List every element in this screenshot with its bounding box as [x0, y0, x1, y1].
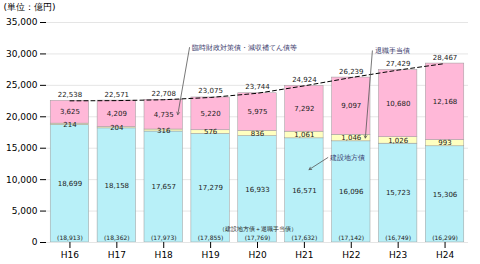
- svg-text:16,571: 16,571: [292, 187, 317, 195]
- svg-text:5,220: 5,220: [201, 110, 221, 118]
- svg-text:214: 214: [63, 121, 77, 129]
- svg-text:22,538: 22,538: [58, 91, 83, 99]
- svg-text:(16,749): (16,749): [385, 234, 411, 241]
- svg-text:22,708: 22,708: [151, 90, 176, 98]
- svg-text:3,625: 3,625: [60, 108, 80, 116]
- svg-text:10,000: 10,000: [6, 175, 38, 185]
- svg-text:27,429: 27,429: [386, 60, 411, 68]
- svg-text:(17,855): (17,855): [198, 234, 224, 241]
- svg-text:(18,913): (18,913): [57, 234, 83, 241]
- svg-text:17,657: 17,657: [151, 183, 176, 191]
- svg-text:15,723: 15,723: [386, 189, 411, 197]
- svg-text:10,680: 10,680: [386, 100, 411, 108]
- svg-text:30,000: 30,000: [6, 49, 38, 59]
- svg-text:5,000: 5,000: [12, 206, 38, 216]
- svg-text:25,000: 25,000: [6, 80, 38, 90]
- svg-text:836: 836: [251, 130, 265, 138]
- svg-text:0: 0: [32, 237, 38, 247]
- svg-text:316: 316: [157, 127, 171, 135]
- svg-text:4,209: 4,209: [107, 110, 127, 118]
- svg-text:1,046: 1,046: [341, 134, 362, 142]
- svg-text:建設地方債: 建設地方債: [329, 154, 365, 162]
- svg-text:H22: H22: [342, 250, 360, 260]
- svg-text:22,571: 22,571: [105, 91, 130, 99]
- svg-text:16,933: 16,933: [245, 186, 270, 194]
- svg-text:H16: H16: [61, 250, 79, 260]
- svg-text:16,096: 16,096: [339, 188, 364, 196]
- svg-text:12,168: 12,168: [433, 98, 458, 106]
- svg-text:23,075: 23,075: [198, 87, 223, 95]
- svg-text:H23: H23: [389, 250, 407, 260]
- svg-text:993: 993: [438, 139, 451, 147]
- svg-text:退職手当債: 退職手当債: [375, 47, 410, 55]
- svg-text:(17,142): (17,142): [338, 234, 364, 241]
- svg-text:1,061: 1,061: [294, 131, 314, 139]
- svg-text:5,975: 5,975: [247, 108, 267, 116]
- svg-text:24,924: 24,924: [292, 76, 317, 84]
- svg-text:臨時財政対策債・減収補てん債等: 臨時財政対策債・減収補てん債等: [192, 44, 297, 52]
- svg-text:576: 576: [204, 128, 218, 136]
- svg-text:H17: H17: [108, 250, 126, 260]
- svg-text:35,000: 35,000: [6, 17, 38, 27]
- svg-text:17,279: 17,279: [198, 184, 223, 192]
- svg-text:H18: H18: [155, 250, 173, 260]
- svg-text:23,744: 23,744: [245, 83, 270, 91]
- svg-text:204: 204: [110, 124, 124, 132]
- svg-text:9,097: 9,097: [341, 102, 361, 110]
- svg-text:(16,299): (16,299): [432, 234, 458, 241]
- svg-text:(単位：億円): (単位：億円): [4, 2, 56, 12]
- svg-text:H24: H24: [436, 250, 454, 260]
- svg-text:H20: H20: [248, 250, 266, 260]
- svg-text:(17,632): (17,632): [292, 234, 318, 241]
- svg-text:15,306: 15,306: [433, 191, 458, 199]
- svg-text:(18,362): (18,362): [104, 234, 130, 241]
- svg-text:（建設地方債＋退職手当債）: （建設地方債＋退職手当債）: [219, 225, 297, 233]
- svg-text:20,000: 20,000: [6, 112, 38, 122]
- svg-text:26,239: 26,239: [339, 68, 364, 76]
- svg-text:18,158: 18,158: [105, 182, 130, 190]
- svg-text:28,467: 28,467: [433, 54, 458, 62]
- svg-text:H21: H21: [295, 250, 313, 260]
- svg-text:(17,973): (17,973): [151, 234, 177, 241]
- svg-text:18,699: 18,699: [58, 180, 83, 188]
- svg-text:4,735: 4,735: [154, 111, 174, 119]
- svg-text:7,292: 7,292: [294, 105, 314, 113]
- svg-text:(17,769): (17,769): [245, 234, 271, 241]
- svg-text:1,026: 1,026: [388, 137, 409, 145]
- svg-text:15,000: 15,000: [6, 143, 38, 153]
- svg-text:H19: H19: [201, 250, 219, 260]
